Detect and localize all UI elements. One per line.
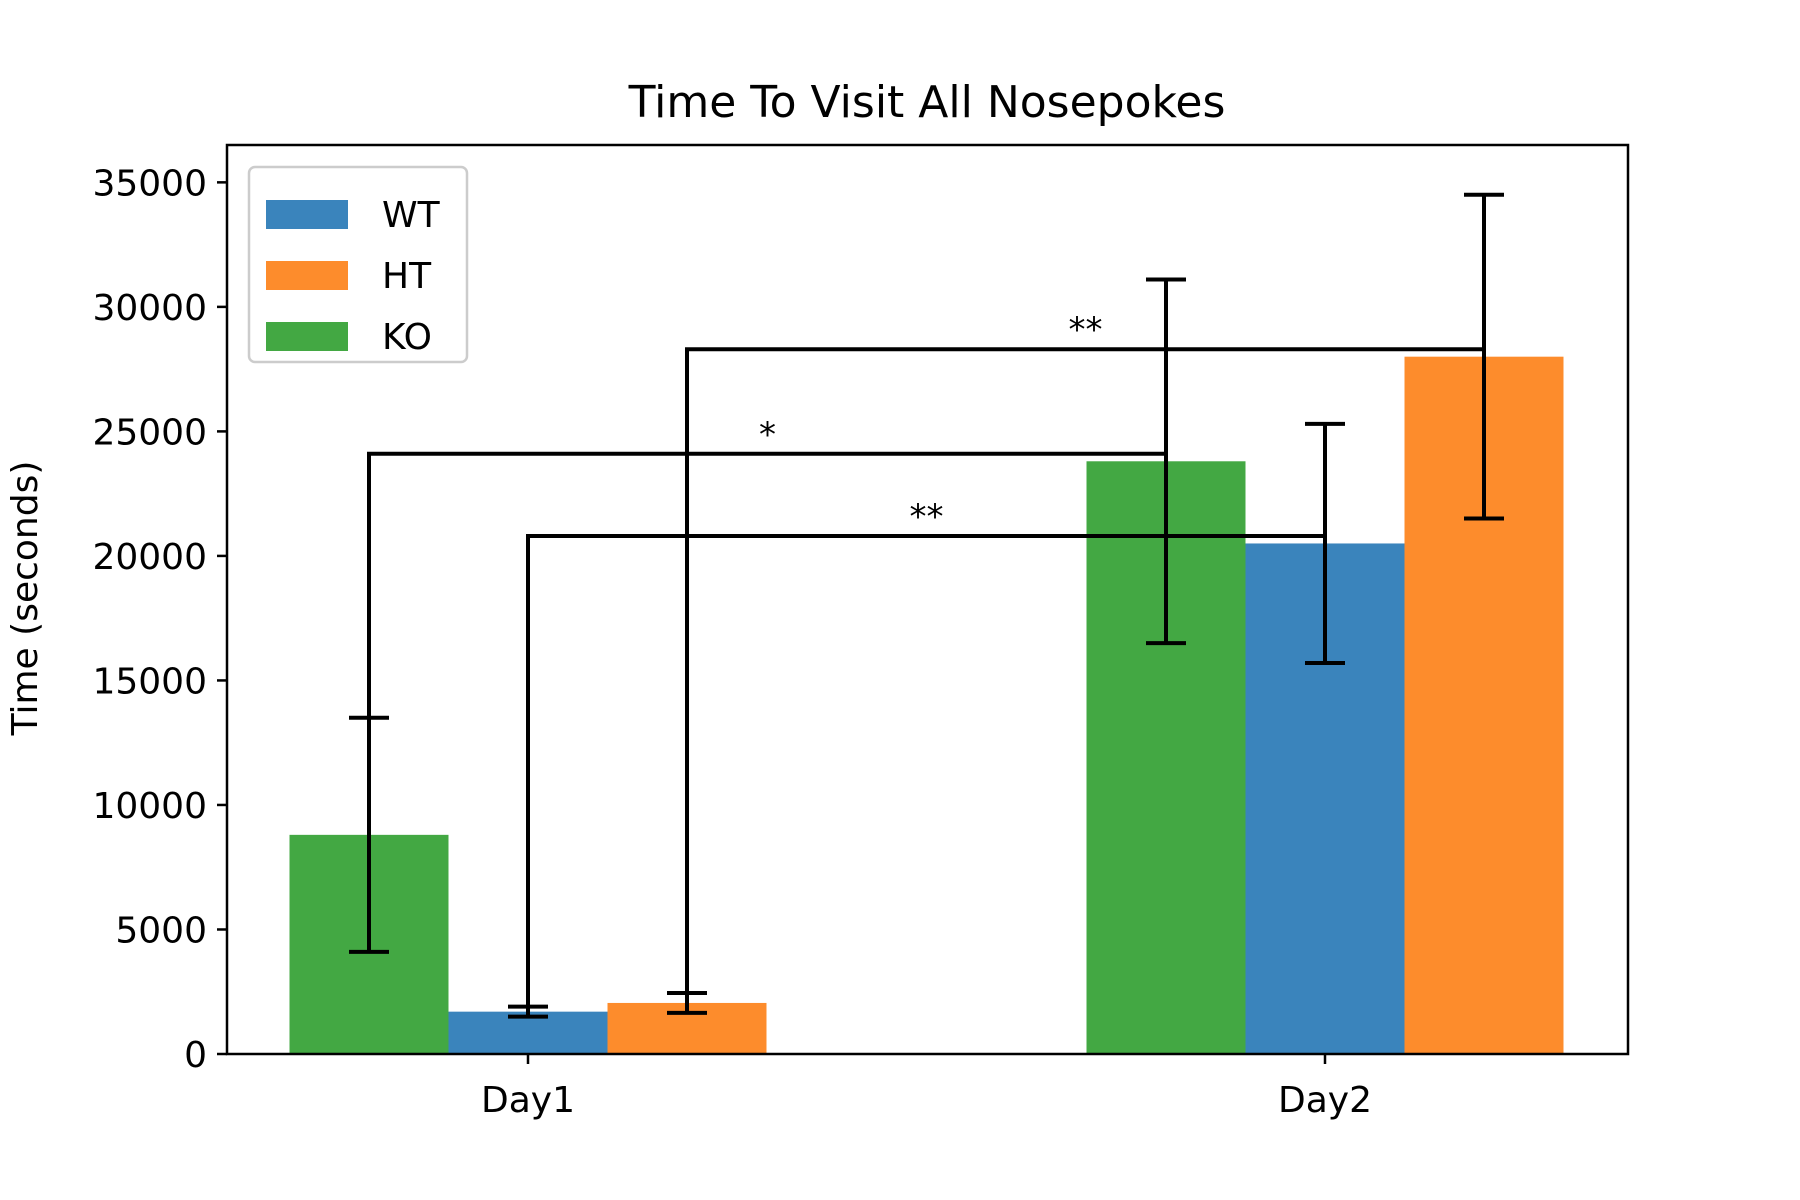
y-tick-label: 25000	[92, 412, 207, 453]
error-bar-wt-day2	[1305, 421, 1345, 666]
legend-swatch-wt	[266, 200, 348, 229]
plot-frame	[225, 143, 1630, 1056]
y-tick-label: 10000	[92, 786, 207, 827]
legend-label-ht: HT	[382, 256, 432, 297]
y-tick-label: 30000	[92, 288, 207, 329]
y-tick-label: 0	[184, 1035, 207, 1076]
y-tick-label: 35000	[92, 163, 207, 204]
legend-swatch-ht	[266, 261, 348, 290]
x-tick-label: Day2	[1278, 1080, 1372, 1121]
y-tick-label: 5000	[115, 910, 207, 951]
error-bar-ht-day1	[667, 990, 707, 1015]
y-tick-label: 15000	[92, 661, 207, 702]
y-axis-label: Time (seconds)	[5, 461, 46, 737]
significance-label-ht: **	[1069, 310, 1103, 350]
legend: WT HT KO	[247, 165, 469, 364]
error-bar-ko-day1	[349, 715, 389, 954]
significance-label-wt: **	[910, 497, 944, 537]
plot-area: *****05000100001500020000250003000035000…	[92, 143, 1630, 1121]
legend-swatch-ko	[266, 322, 348, 351]
chart-title: Time To Visit All Nosepokes	[628, 77, 1226, 128]
y-tick-label: 20000	[92, 537, 207, 578]
significance-bracket-ko	[367, 279, 1168, 718]
x-tick-label: Day1	[481, 1080, 575, 1121]
error-bar-ko-day2	[1146, 277, 1186, 646]
legend-label-ko: KO	[382, 317, 432, 358]
error-bar-ht-day2	[1464, 192, 1504, 521]
error-bar-wt-day1	[508, 1004, 548, 1019]
legend-label-wt: WT	[382, 195, 441, 236]
bar-wt-day1	[448, 1011, 608, 1054]
significance-label-ko: *	[759, 415, 776, 455]
